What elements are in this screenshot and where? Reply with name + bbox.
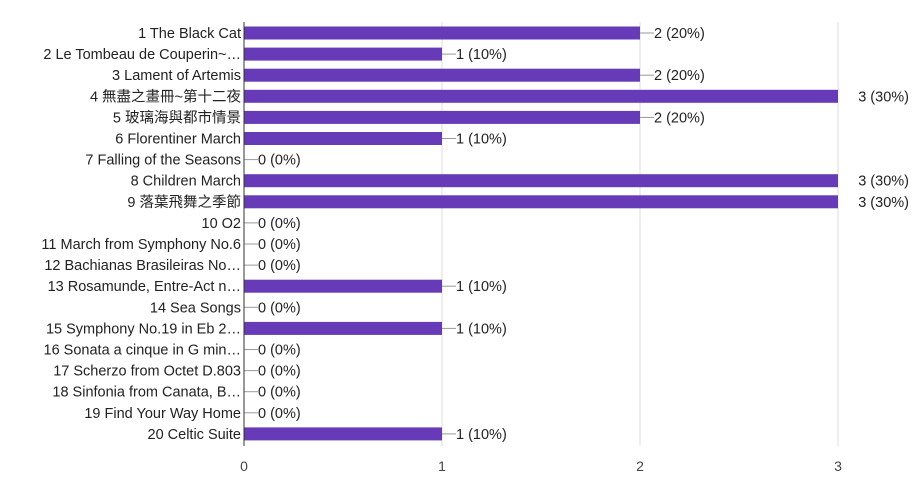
x-tick-label: 0 (240, 458, 248, 474)
value-label: 0 (0%) (258, 153, 301, 169)
category-label: 12 Bachianas Brasileiras No… (44, 258, 241, 274)
category-label: 18 Sinfonia from Canata, B… (52, 385, 241, 401)
bar (244, 132, 442, 145)
category-label: 13 Rosamunde, Entre-Act n… (48, 279, 241, 295)
value-label: 2 (20%) (654, 68, 705, 84)
category-label: 19 Find Your Way Home (84, 406, 241, 422)
value-label: 0 (0%) (258, 364, 301, 380)
value-label: 0 (0%) (258, 258, 301, 274)
value-label: 0 (0%) (258, 237, 301, 253)
category-label: 5 玻璃海與都市情景 (113, 109, 241, 126)
bar (244, 321, 442, 335)
value-connectors (244, 32, 654, 435)
bar (244, 279, 442, 293)
category-label: 15 Symphony No.19 in Eb 2… (46, 321, 241, 337)
value-label: 3 (30%) (858, 174, 909, 190)
value-label: 1 (10%) (456, 321, 507, 337)
bar (244, 174, 838, 188)
value-labels: 2 (20%) 1 (10%) 2 (20%) 3 (30%) 2 (20%) 1 (10… (258, 26, 909, 443)
value-label: 0 (0%) (258, 300, 301, 316)
value-label: 2 (20%) (654, 110, 705, 126)
bar (244, 195, 838, 209)
value-label: 3 (30%) (858, 195, 909, 211)
bar (244, 68, 640, 82)
x-axis-ticks: 0 1 2 3 (240, 458, 842, 474)
category-label: 20 Celtic Suite (148, 427, 242, 443)
bar (244, 26, 640, 40)
x-tick-label: 2 (636, 458, 644, 474)
category-label: 2 Le Tombeau de Couperin~… (43, 47, 241, 63)
value-label: 2 (20%) (654, 26, 705, 42)
value-label: 1 (10%) (456, 132, 507, 148)
category-label: 17 Scherzo from Octet D.803 (53, 364, 241, 380)
category-label: 11 March from Symphony No.6 (41, 237, 241, 253)
category-label: 7 Falling of the Seasons (85, 153, 241, 169)
value-label: 1 (10%) (456, 47, 507, 63)
category-labels: 1 The Black Cat 2 Le Tombeau de Couperin~… (41, 26, 241, 443)
value-label: 0 (0%) (258, 216, 301, 232)
bar (244, 47, 442, 61)
category-label: 10 O2 (202, 216, 242, 232)
value-label: 1 (10%) (456, 427, 507, 443)
bar (244, 110, 640, 124)
value-label: 3 (30%) (858, 89, 909, 105)
category-label: 9 落葉飛舞之季節 (127, 193, 241, 211)
value-label: 0 (0%) (258, 385, 301, 401)
bar (244, 89, 838, 103)
gridlines (441, 22, 839, 446)
category-label: 14 Sea Songs (150, 300, 241, 316)
value-label: 1 (10%) (456, 279, 507, 295)
category-label: 8 Children March (131, 174, 241, 190)
category-label: 6 Florentiner March (115, 132, 241, 148)
category-label: 1 The Black Cat (138, 26, 241, 42)
category-label: 4 無盡之畫冊~第十二夜 (90, 87, 242, 105)
bar (244, 427, 442, 441)
x-tick-label: 3 (834, 458, 842, 474)
category-label: 3 Lament of Artemis (112, 68, 241, 84)
value-label: 0 (0%) (258, 343, 301, 359)
x-tick-label: 1 (438, 458, 446, 474)
value-label: 0 (0%) (258, 406, 301, 422)
bars (244, 26, 838, 441)
category-label: 16 Sonata a cinque in G min… (44, 343, 241, 359)
